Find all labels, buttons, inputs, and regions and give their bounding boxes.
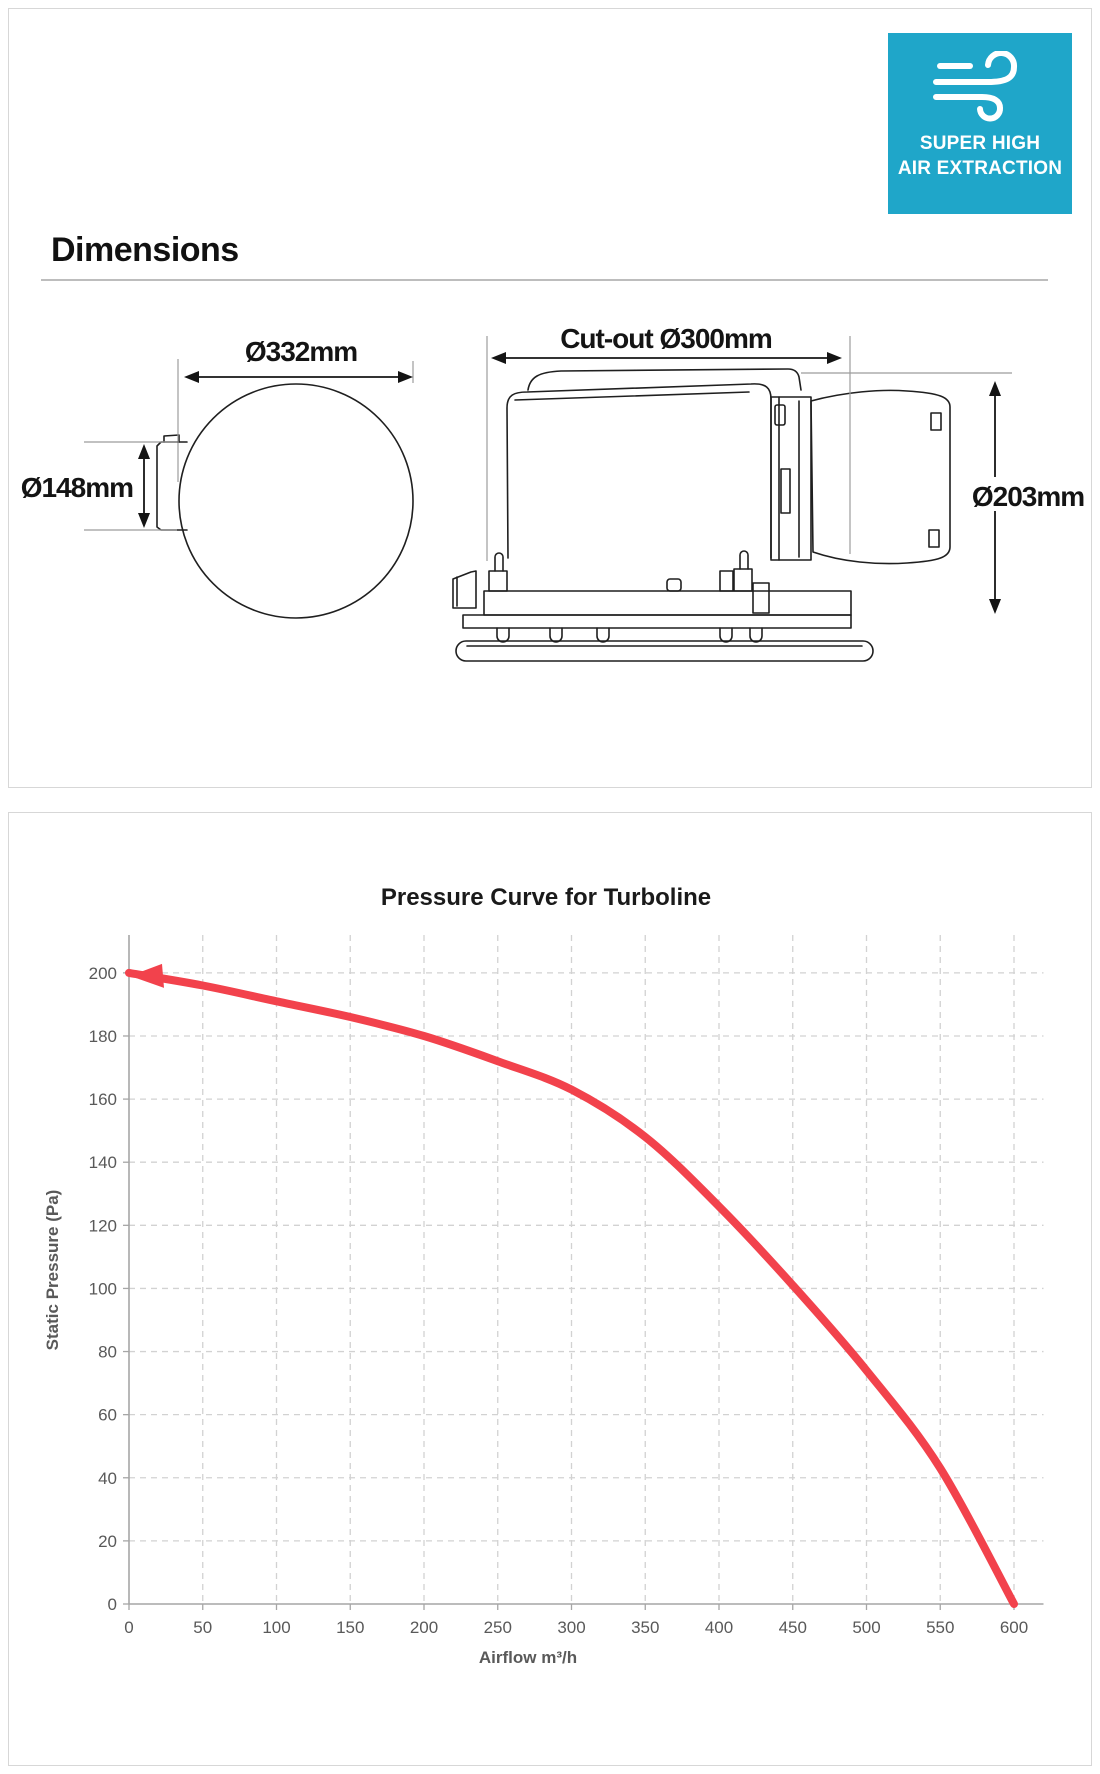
pressure-curve: [125, 968, 1018, 1608]
chart-title: Pressure Curve for Turboline: [381, 884, 711, 911]
heading-divider: [41, 279, 1048, 281]
pressure-curve-chart: 0 20 40 60 80 100 120 140 160 180 200 0 50 100 150 200 2…: [43, 884, 1044, 1667]
x-tick-label: 50: [193, 1618, 212, 1637]
curve-arrowhead: [130, 963, 164, 988]
front-diameter-dimension: Ø332mm: [184, 336, 413, 383]
chart-y-axis-title: Static Pressure (Pa): [43, 1190, 62, 1351]
dimensions-card: SUPER HIGH AIR EXTRACTION Dimensions Ø33…: [8, 8, 1092, 788]
badge-text: SUPER HIGH AIR EXTRACTION: [898, 131, 1062, 181]
x-tick-label: 550: [926, 1618, 954, 1637]
x-tick-label: 450: [779, 1618, 807, 1637]
side-cutout-dimension: Cut-out Ø300mm: [486, 323, 851, 561]
pressure-curve-card: 0 20 40 60 80 100 120 140 160 180 200 0 50 100 150 200 2…: [8, 812, 1092, 1766]
x-tick-label: 100: [262, 1618, 290, 1637]
chart-gridlines: [129, 935, 1044, 1604]
badge: SUPER HIGH AIR EXTRACTION: [888, 33, 1072, 214]
fan-side-view: [452, 368, 951, 662]
side-duct-dimension: Ø203mm: [801, 372, 1089, 614]
front-diameter-label: Ø332mm: [245, 336, 357, 367]
y-tick-label: 40: [98, 1469, 117, 1488]
front-spigot-dimension: Ø148mm: [21, 441, 177, 531]
x-tick-label: 350: [631, 1618, 659, 1637]
chart-x-axis-title: Airflow m³/h: [479, 1648, 577, 1667]
y-tick-label: 120: [89, 1216, 117, 1235]
x-tick-label: 250: [484, 1618, 512, 1637]
side-duct-label: Ø203mm: [972, 481, 1084, 512]
chart-series: [125, 963, 1018, 1608]
y-tick-label: 180: [89, 1027, 117, 1046]
x-tick-label: 0: [124, 1618, 133, 1637]
y-tick-label: 160: [89, 1090, 117, 1109]
dimension-drawings: Ø332mm Ø148mm: [21, 323, 1089, 662]
x-tick-label: 150: [336, 1618, 364, 1637]
front-spigot-label: Ø148mm: [21, 472, 133, 503]
y-tick-label: 20: [98, 1532, 117, 1551]
y-tick-label: 60: [98, 1406, 117, 1425]
y-tick-label: 100: [89, 1279, 117, 1298]
x-tick-label: 300: [557, 1618, 585, 1637]
section-title: Dimensions: [51, 231, 239, 269]
badge-line2: AIR EXTRACTION: [897, 158, 1063, 180]
x-tick-label: 400: [705, 1618, 733, 1637]
badge-line1: SUPER HIGH: [919, 133, 1041, 154]
chart-tick-labels: 0 20 40 60 80 100 120 140 160 180 200 0 50 100 150 200 2…: [89, 964, 1029, 1637]
x-tick-label: 200: [410, 1618, 438, 1637]
side-cutout-label: Cut-out Ø300mm: [560, 323, 772, 354]
x-tick-label: 500: [852, 1618, 880, 1637]
y-tick-label: 80: [98, 1343, 117, 1362]
y-tick-label: 140: [89, 1153, 117, 1172]
wind-icon: [933, 51, 1018, 122]
chart-axes: [123, 935, 1044, 1610]
x-tick-label: 600: [1000, 1618, 1028, 1637]
fan-front-view: [156, 359, 414, 619]
y-tick-label: 0: [108, 1595, 117, 1614]
y-tick-label: 200: [89, 964, 117, 983]
